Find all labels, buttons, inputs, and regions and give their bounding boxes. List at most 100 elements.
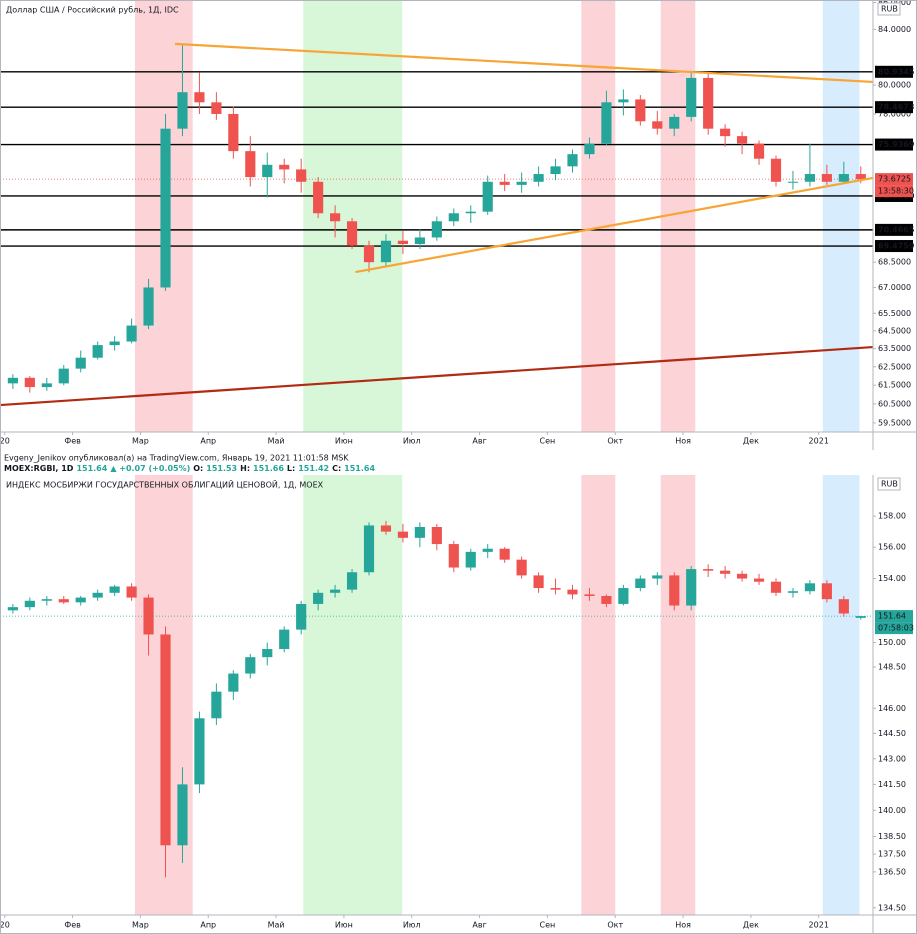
candle-body (143, 287, 154, 326)
candle-body (313, 592, 324, 604)
y-tick-label: 150.00 (878, 638, 906, 647)
highlight-band (303, 475, 403, 915)
candle-body (262, 649, 273, 658)
candle-body (92, 345, 103, 358)
price-axis (873, 475, 916, 915)
candle-body (516, 559, 527, 576)
x-tick-label: Ноя (675, 437, 691, 446)
symbol-part: 151.64 (344, 464, 375, 473)
symbol-part: 151.66 (253, 464, 284, 473)
x-tick-label: Авг (472, 437, 486, 446)
candle-body (787, 591, 799, 593)
level-label: 69.4759 (878, 242, 915, 251)
candle-body (160, 128, 171, 288)
x-tick-label: 2021 (809, 437, 829, 446)
y-tick-label: 67.0000 (878, 283, 911, 292)
candle-body (448, 544, 459, 568)
candle-body (669, 116, 680, 129)
candle-body (584, 594, 595, 596)
candle-body (448, 213, 459, 222)
candle-body (211, 102, 222, 114)
symbol-part: L: (287, 464, 295, 473)
candle-body (126, 586, 137, 598)
candle-body (397, 531, 409, 538)
y-tick-label: 158.00 (878, 512, 906, 521)
candle-body (804, 174, 816, 182)
highlight-band (660, 475, 696, 915)
y-tick-label: 156.00 (878, 543, 906, 552)
candle-body (177, 784, 188, 846)
symbol-part: MOEX:RGBI, 1D (4, 464, 74, 473)
candle-body (109, 586, 120, 593)
candle-body (380, 240, 392, 263)
y-tick-label: 59.5000 (878, 418, 911, 427)
level-label-box (875, 223, 913, 236)
candle-body (652, 121, 663, 129)
candle-body (330, 213, 341, 222)
candle-body (652, 575, 663, 579)
x-tick-label: Фев (64, 437, 81, 446)
symbol-part: 151.42 (298, 464, 329, 473)
y-tick-label: 62.5000 (878, 362, 911, 371)
candle-body (143, 597, 154, 635)
y-tick-label: 136.50 (878, 867, 906, 876)
symbol-part: 151.53 (206, 464, 237, 473)
x-tick-label: Дек (743, 437, 759, 446)
level-label-box (875, 240, 913, 253)
candle-body (41, 383, 52, 388)
candle-body (838, 599, 849, 614)
candle-body (397, 240, 409, 245)
candle-body (431, 526, 442, 545)
candle-body (24, 600, 35, 608)
candle-body (584, 143, 595, 155)
candle-body (245, 151, 256, 178)
x-tick-label: Июн (335, 437, 353, 446)
candle-body (550, 588, 561, 590)
candle-body (109, 341, 120, 346)
candle-body (228, 673, 239, 692)
x-tick-label: Май (268, 921, 285, 930)
x-tick-label: Июл (403, 437, 421, 446)
attribution: Evgeny_Jenikov опубликовал(а) на Trading… (4, 454, 349, 463)
candle-body (75, 597, 86, 603)
x-tick-label: Июл (403, 921, 421, 930)
candle-body (58, 599, 69, 603)
candle-body (821, 583, 832, 600)
candle-body (482, 181, 493, 212)
x-tick-label: Апр (200, 437, 216, 446)
candle-body (465, 211, 476, 214)
candle-body (363, 525, 375, 573)
y-tick-label: 65.5000 (878, 309, 911, 318)
y-tick-label: 140.00 (878, 806, 906, 815)
candle-body (465, 551, 476, 568)
candle-body (703, 569, 714, 571)
candle-body (279, 164, 290, 170)
x-tick-label: Сен (540, 921, 556, 930)
x-tick-label: Дек (743, 921, 759, 930)
candle-body (804, 583, 816, 592)
candle-body (346, 221, 358, 246)
candle-body (838, 174, 849, 182)
symbol-part: O: (193, 464, 203, 473)
x-tick-label: Окт (607, 921, 623, 930)
candle-body (41, 599, 52, 601)
symbol-part: 151.64 (76, 464, 107, 473)
chart-title: Доллар США / Российский рубль, 1Д, IDC (6, 6, 179, 15)
candle-body (58, 368, 69, 384)
candle-body (635, 578, 646, 589)
trend-line (0, 345, 874, 407)
highlight-band (822, 0, 860, 432)
y-tick-label: 80.0000 (878, 81, 911, 90)
symbol-part: ▲ +0.07 (+0.05%) (110, 464, 190, 473)
x-tick-label: Окт (607, 437, 623, 446)
currency-box (877, 477, 901, 491)
symbol-part: C: (332, 464, 341, 473)
candle-body (482, 548, 493, 552)
candle-body (499, 548, 510, 560)
candle-body (753, 143, 765, 159)
x-tick-label: Мар (132, 921, 149, 930)
level-label: 80.9345 (878, 67, 915, 76)
chart-title: ИНДЕКС МОСБИРЖИ ГОСУДАРСТВЕННЫХ ОБЛИГАЦИ… (6, 479, 324, 490)
y-tick-label: 137.50 (878, 850, 906, 859)
